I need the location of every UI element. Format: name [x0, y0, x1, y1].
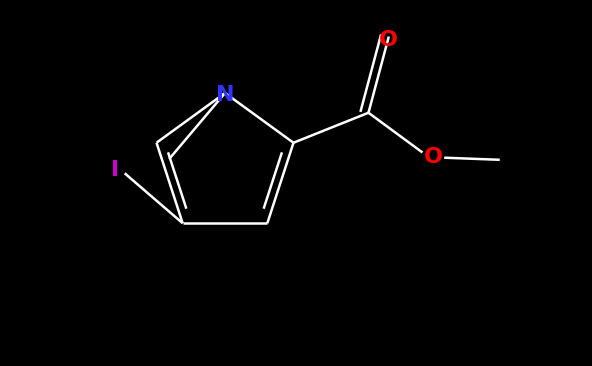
Text: O: O [379, 30, 398, 50]
Text: O: O [424, 147, 443, 167]
Text: I: I [111, 160, 119, 180]
Text: N: N [215, 85, 234, 105]
